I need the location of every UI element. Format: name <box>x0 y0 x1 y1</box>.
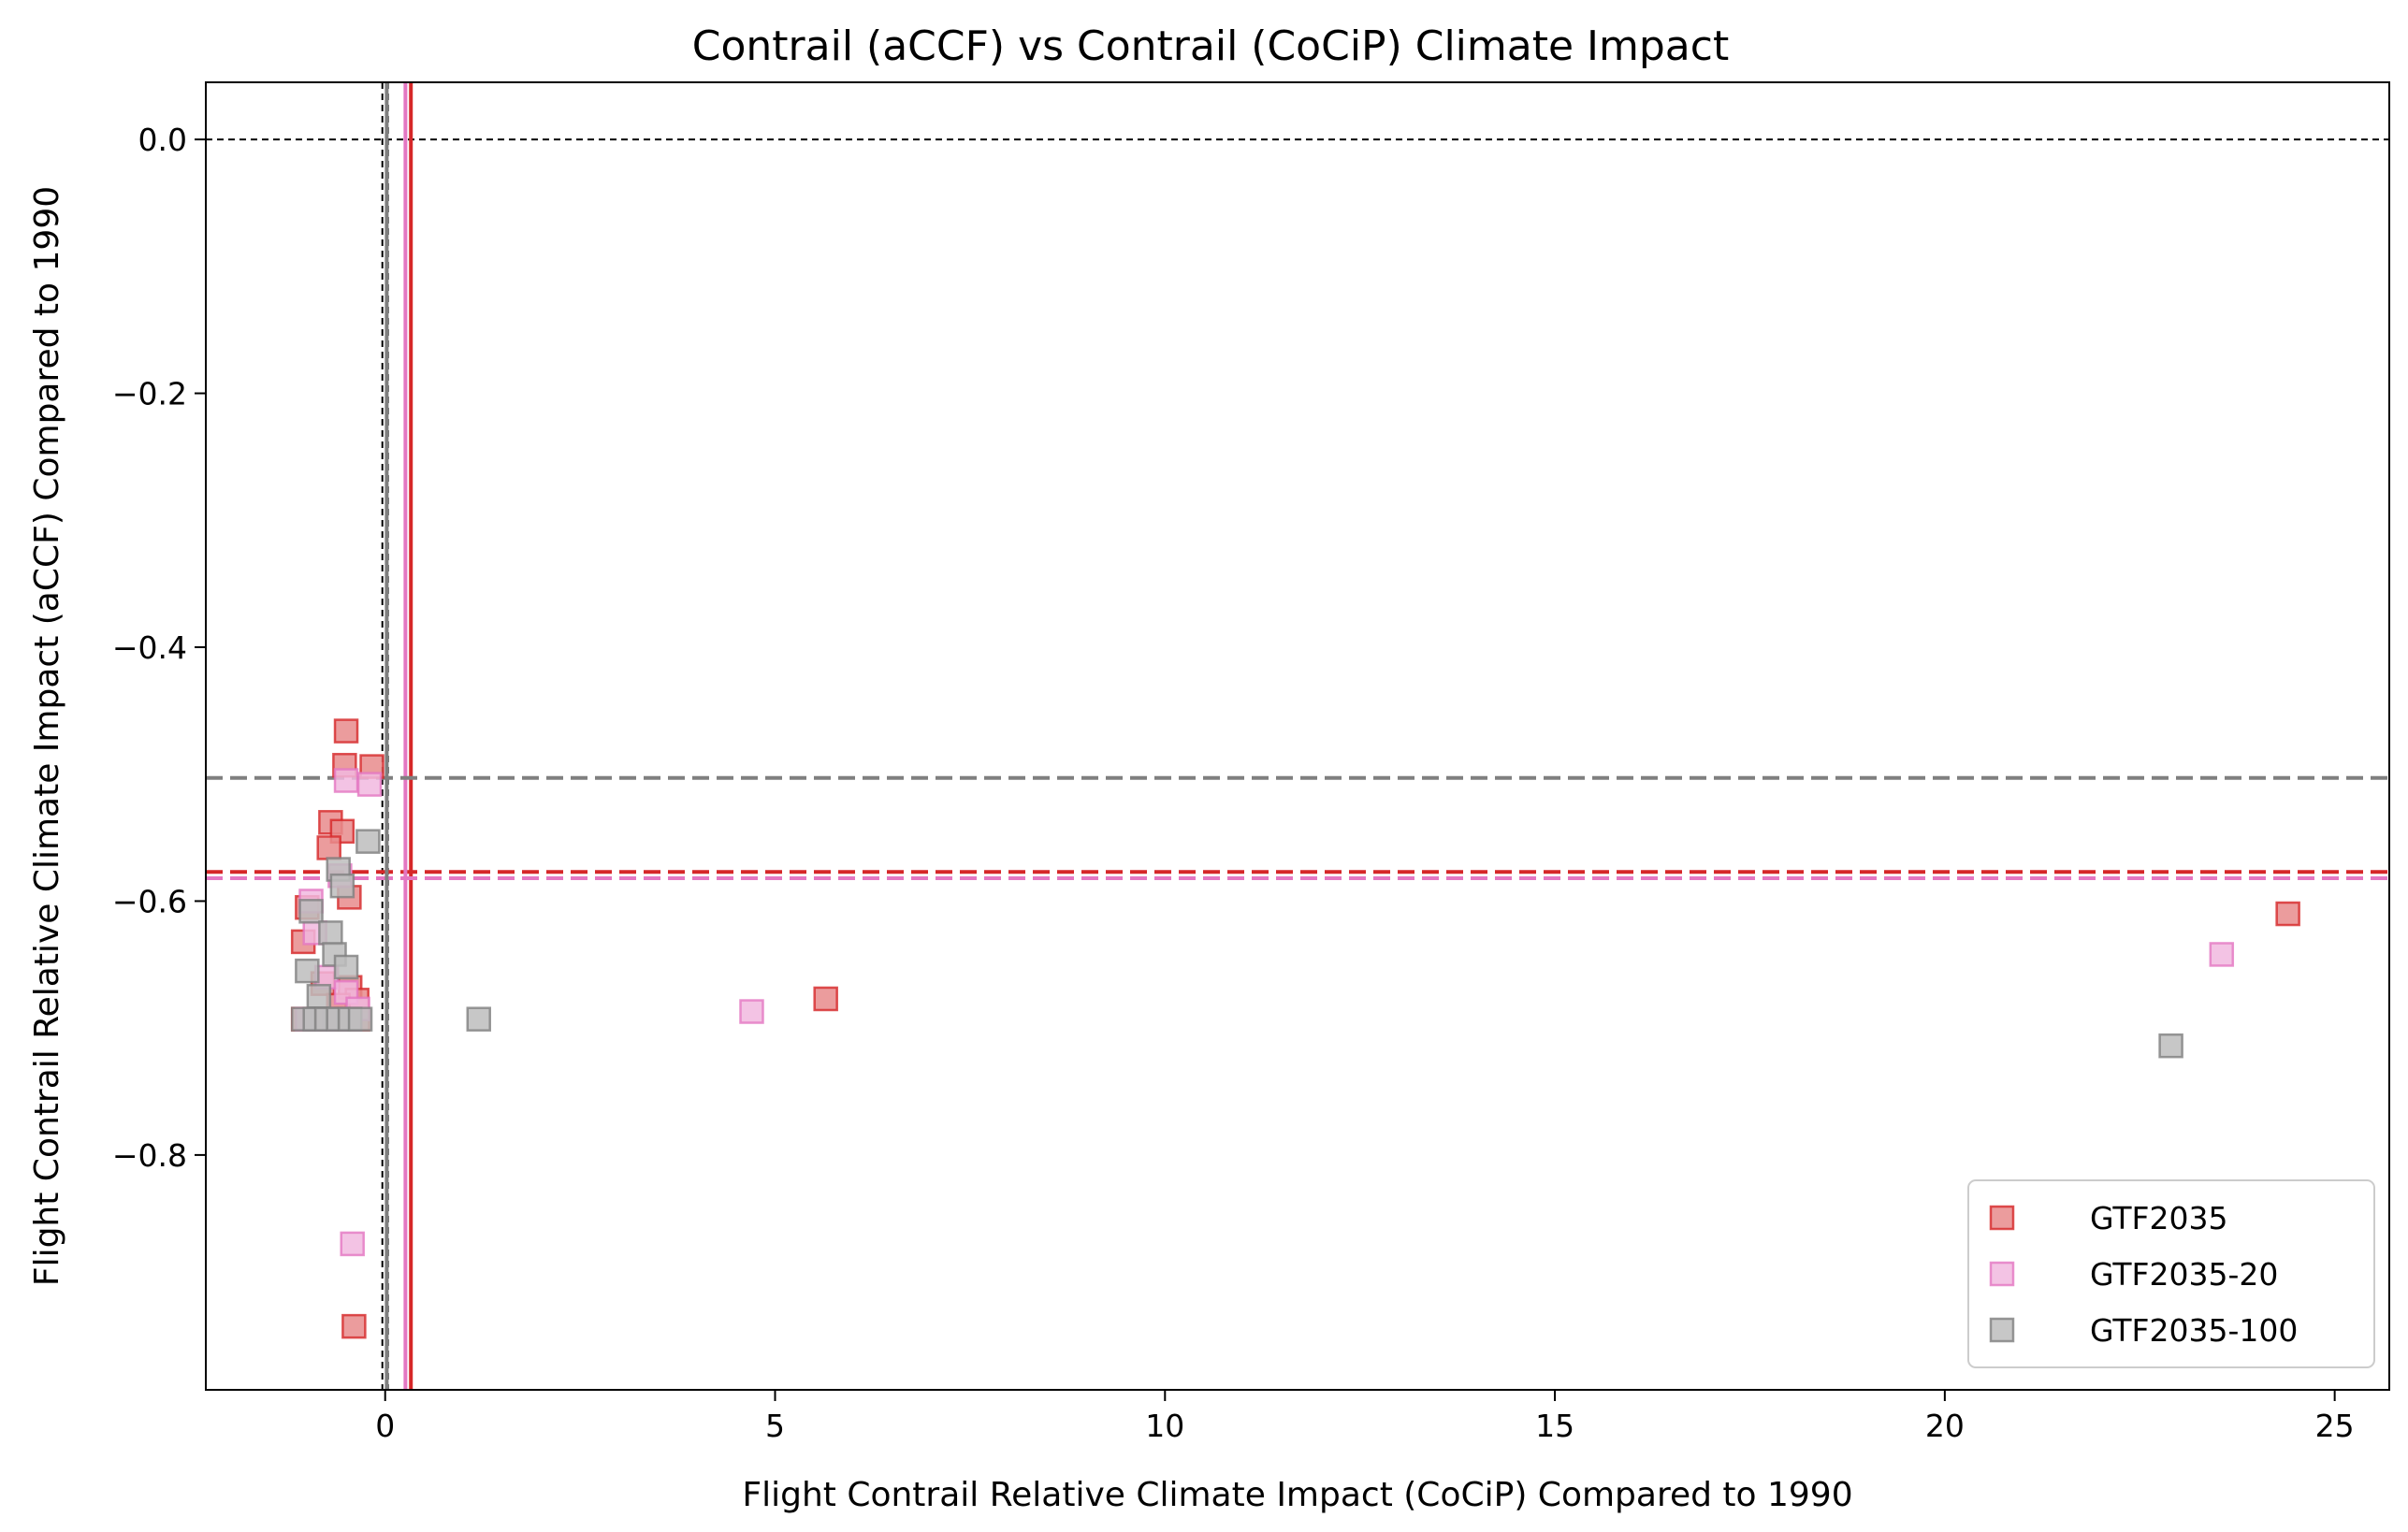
data-point <box>347 1006 373 1032</box>
y-tick-label: −0.6 <box>112 883 187 919</box>
series-GTF2035-100 <box>290 829 2183 1059</box>
data-point <box>298 899 324 924</box>
x-tick-label: 5 <box>765 1408 785 1444</box>
data-point <box>340 1231 365 1257</box>
data-point <box>333 718 359 744</box>
x-tick-label: 25 <box>2315 1408 2355 1444</box>
data-point <box>2275 901 2300 927</box>
legend: GTF2035 GTF2035-20 GTF2035-100 <box>1967 1179 2375 1368</box>
data-point <box>2209 942 2235 967</box>
y-tick-label: −0.4 <box>112 629 187 666</box>
legend-label: GTF2035 <box>2090 1200 2228 1236</box>
legend-label: GTF2035-100 <box>2090 1312 2298 1349</box>
data-point <box>739 999 764 1024</box>
data-point <box>466 1006 491 1032</box>
y-axis-label: Flight Contrail Relative Climate Impact … <box>28 186 66 1286</box>
data-point <box>318 920 343 946</box>
x-tick-label: 0 <box>375 1408 395 1444</box>
legend-label: GTF2035-20 <box>2090 1256 2278 1293</box>
data-point <box>316 835 341 860</box>
x-tick-label: 10 <box>1145 1408 1184 1444</box>
data-point <box>333 954 359 980</box>
data-point <box>306 983 332 1009</box>
y-tick-label: −0.8 <box>112 1137 187 1174</box>
data-point <box>2158 1033 2183 1059</box>
x-tick-label: 20 <box>1925 1408 1965 1444</box>
legend-marker <box>1989 1205 2015 1231</box>
legend-frame <box>1967 1179 2375 1368</box>
x-tick-label: 15 <box>1535 1408 1574 1444</box>
data-point <box>355 829 381 854</box>
y-tick-label: 0.0 <box>138 122 187 158</box>
axes-frame <box>205 81 2390 1391</box>
y-tick-label: −0.2 <box>112 376 187 412</box>
data-point <box>341 1313 367 1339</box>
plot-area <box>206 82 2389 1390</box>
legend-marker <box>1989 1317 2015 1343</box>
legend-marker <box>1989 1261 2015 1287</box>
data-point <box>333 768 359 793</box>
x-axis-label: Flight Contrail Relative Climate Impact … <box>742 1476 1852 1514</box>
data-point <box>295 958 320 984</box>
data-point <box>813 986 838 1012</box>
data-point <box>356 772 383 797</box>
axis-ticks: 0 5 10 15 20 25 0.0 −0.2 −0.4 −0.6 −0.8 <box>112 122 2355 1444</box>
chart-title: Contrail (aCCF) vs Contrail (CoCiP) Clim… <box>692 22 1729 70</box>
data-point <box>329 873 355 899</box>
